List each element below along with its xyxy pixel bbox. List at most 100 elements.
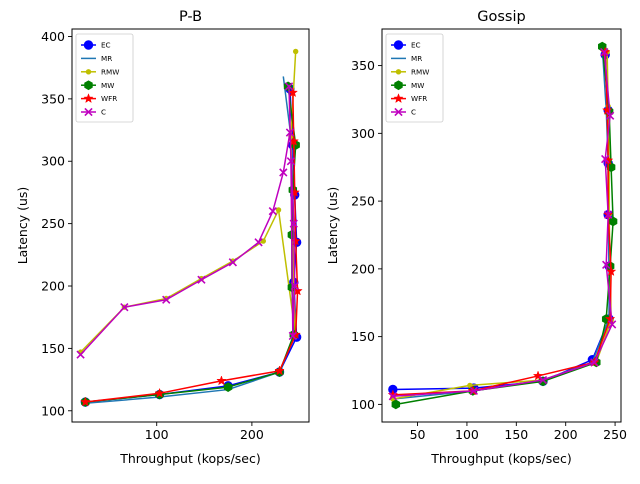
- y-tick-label: 100: [351, 397, 375, 412]
- x-tick-label: 50: [410, 427, 426, 442]
- plot-area: [387, 41, 618, 410]
- data-point-wfr: [604, 313, 616, 324]
- y-tick-label: 350: [351, 58, 375, 73]
- data-point-c: [289, 219, 298, 228]
- data-point-c: [590, 358, 599, 367]
- x-tick-label: 200: [240, 427, 264, 442]
- series-line-wfr: [85, 92, 299, 403]
- data-point-c: [286, 157, 296, 166]
- legend-marker-rmw: [395, 69, 402, 75]
- data-point-mw: [391, 399, 401, 410]
- plot-area: [76, 48, 303, 407]
- x-tick-label: 150: [504, 427, 528, 442]
- series-wfr: [80, 87, 303, 407]
- data-point-wfr: [605, 266, 617, 277]
- data-point-rmw: [292, 48, 299, 55]
- axes-frame: [71, 28, 310, 423]
- data-point-c: [288, 331, 297, 341]
- legend-label-mr: MR: [411, 54, 422, 63]
- data-point-c: [603, 210, 613, 219]
- data-point-c: [76, 350, 85, 359]
- y-tick-label: 200: [351, 261, 375, 276]
- data-point-c: [605, 111, 615, 120]
- legend-marker-wfr: [393, 93, 404, 104]
- data-point-rmw: [260, 238, 267, 244]
- data-point-c: [228, 258, 238, 267]
- legend-label-mw: MW: [101, 81, 114, 90]
- chart-title: Gossip: [477, 9, 525, 25]
- y-axis-label: Latency (us): [15, 187, 30, 265]
- legend-label-ec: EC: [411, 41, 421, 50]
- legend-marker-mw: [394, 80, 403, 91]
- data-point-c: [285, 128, 295, 137]
- data-point-c: [602, 260, 611, 269]
- series-mw: [81, 81, 300, 407]
- data-point-wfr: [80, 396, 91, 407]
- legend-label-ec: EC: [101, 41, 111, 50]
- series-ec: [80, 84, 302, 407]
- legend-label-mw: MW: [411, 81, 424, 90]
- y-axis-label: Latency (us): [325, 187, 340, 265]
- series-line-ec: [85, 88, 298, 403]
- data-point-c: [388, 392, 398, 401]
- data-point-c: [279, 168, 288, 177]
- axes-frame: [381, 28, 622, 423]
- panel-gossip: Gossip 50 100 150 200 250 100 150 200 250 300 350 Th…: [325, 9, 627, 466]
- legend-label-wfr: WFR: [411, 94, 427, 103]
- data-point-wfr: [532, 370, 544, 381]
- series-line-c: [80, 86, 296, 356]
- legend-marker-ec: [393, 40, 404, 50]
- legend-label-wfr: WFR: [101, 94, 117, 103]
- legend-label-mr: MR: [101, 54, 112, 63]
- data-point-wfr: [216, 375, 227, 386]
- data-point-c: [120, 303, 129, 312]
- x-tick-label: 250: [603, 427, 627, 442]
- data-point-c: [469, 386, 479, 395]
- data-point-c: [162, 295, 171, 304]
- data-point-mw: [608, 216, 618, 227]
- y-tick-label: 100: [41, 403, 65, 418]
- data-point-c: [254, 238, 263, 247]
- legend: EC MR RMW MW WFR C: [75, 33, 134, 123]
- data-point-c: [284, 82, 294, 91]
- panel-p-b: P-B 100 200 100 150 200 250 300 350 400 Throughput…: [15, 9, 310, 466]
- series-c: [76, 82, 299, 359]
- x-tick-label: 100: [455, 427, 479, 442]
- data-point-rmw: [275, 207, 282, 213]
- legend-marker-rmw: [85, 69, 92, 75]
- x-axis-label: Throughput (kops/sec): [430, 451, 572, 466]
- data-point-c: [601, 154, 610, 164]
- y-tick-label: 400: [41, 29, 65, 44]
- data-point-c: [197, 275, 206, 284]
- data-point-c: [607, 320, 617, 329]
- legend-marker-wfr: [83, 93, 94, 104]
- y-tick-label: 250: [41, 216, 65, 231]
- y-tick-label: 150: [41, 341, 65, 356]
- chart-title: P-B: [179, 9, 202, 25]
- data-point-c: [290, 281, 299, 291]
- y-tick-label: 150: [351, 329, 375, 344]
- data-point-c: [268, 206, 277, 216]
- legend: EC MR RMW MW WFR C: [385, 33, 444, 123]
- data-point-c: [538, 375, 548, 385]
- data-point-wfr: [154, 387, 165, 398]
- x-axis-label: Throughput (kops/sec): [119, 451, 261, 466]
- y-tick-label: 350: [41, 91, 65, 106]
- y-tick-label: 300: [41, 154, 65, 169]
- legend-marker-c: [394, 107, 403, 117]
- x-tick-label: 200: [554, 427, 578, 442]
- data-point-mw: [606, 162, 616, 173]
- legend-marker-ec: [83, 40, 94, 50]
- series-line-mw: [85, 86, 297, 403]
- legend-label-c: C: [101, 108, 106, 117]
- legend-marker-mw: [84, 80, 93, 91]
- legend-label-rmw: RMW: [101, 67, 119, 76]
- legend-marker-c: [84, 107, 93, 117]
- series-c: [388, 47, 617, 401]
- y-tick-label: 250: [351, 194, 375, 209]
- series-line-c: [392, 51, 613, 397]
- y-tick-label: 300: [351, 126, 375, 141]
- y-tick-label: 200: [41, 279, 65, 294]
- data-point-mw: [223, 382, 233, 392]
